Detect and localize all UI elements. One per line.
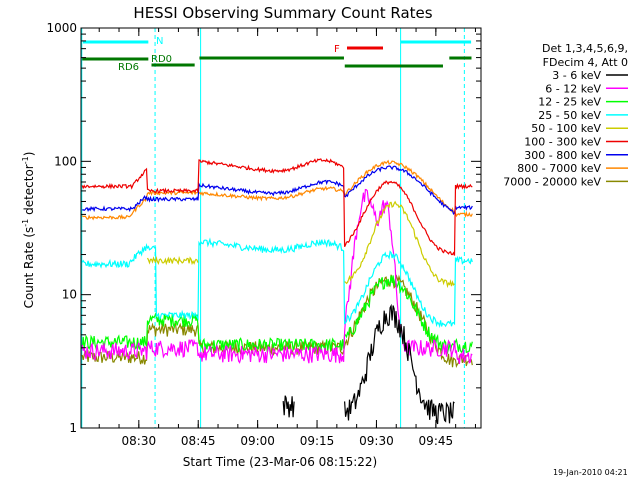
series-line-4 [146, 200, 455, 289]
legend-entry-label: 3 - 6 keV [552, 69, 601, 82]
legend-entry-label: 300 - 800 keV [524, 149, 601, 162]
legend-entry-label: 50 - 100 keV [531, 122, 601, 135]
x-axis-label: Start Time (23-Mar-06 08:15:22) [183, 455, 377, 469]
legend: Det 1,3,4,5,6,9,FDecim 4, Att 03 - 6 keV… [503, 42, 628, 188]
x-tick-label: 09:30 [359, 434, 394, 448]
series-line-7 [81, 159, 473, 221]
x-tick-label: 08:45 [181, 434, 216, 448]
series-line-6 [82, 165, 473, 216]
plot-frame [80, 27, 482, 429]
legend-header-line: Det 1,3,4,5,6,9, [542, 42, 628, 55]
x-tick-label: 09:45 [419, 434, 454, 448]
series-line-1 [81, 188, 473, 365]
x-tick-label: 09:15 [300, 434, 335, 448]
status-bars [82, 40, 472, 68]
plot-area [81, 28, 465, 428]
series-line-3 [81, 237, 473, 329]
series-line-2 [81, 275, 473, 355]
rd6-label: RD6 [118, 62, 139, 73]
night-label: N [156, 36, 163, 47]
axes-box [80, 27, 482, 429]
legend-header-line: FDecim 4, Att 0 [543, 56, 628, 69]
flare-label: F [334, 44, 340, 55]
x-tick-label: 08:30 [122, 434, 157, 448]
legend-entry-label: 6 - 12 keV [545, 82, 601, 95]
y-tick-label: 100 [54, 154, 77, 168]
series-line-5 [81, 158, 473, 256]
y-tick-label: 1000 [46, 21, 77, 35]
rd0-label: RD0 [151, 54, 172, 65]
series-group [81, 158, 473, 425]
legend-entry-label: 25 - 50 keV [538, 109, 601, 122]
legend-entry-label: 12 - 25 keV [538, 96, 601, 109]
legend-entry-label: 800 - 7000 keV [517, 162, 601, 175]
timestamp: 19-Jan-2010 04:21 [553, 468, 628, 477]
x-axis-ticks: 08:30 08:45 09:00 09:15 09:30 09:45 [98, 28, 476, 448]
y-tick-label: 1 [69, 421, 77, 435]
x-tick-label: 09:00 [240, 434, 275, 448]
y-tick-label: 10 [62, 288, 77, 302]
legend-entry-label: 7000 - 20000 keV [503, 175, 601, 188]
series-line-0 [282, 303, 455, 425]
y-axis-label: Count Rate (s-1 detector-1) [21, 152, 36, 309]
legend-entry-label: 100 - 300 keV [524, 136, 601, 149]
chart-title: HESSI Observing Summary Count Rates [133, 4, 432, 22]
y-axis-ticks: 1 10 100 1000 [46, 21, 481, 435]
